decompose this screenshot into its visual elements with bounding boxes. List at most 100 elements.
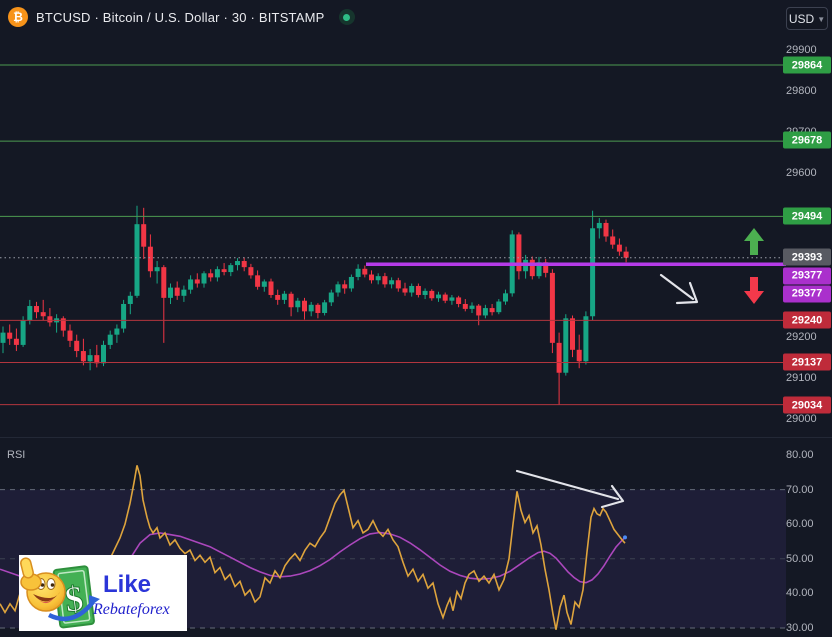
candle-body [422,290,428,295]
candle-body [168,287,173,298]
candle-body [355,268,361,277]
candle-body [201,273,207,284]
candle-body [241,261,247,268]
candle-body [114,328,120,335]
candle-body [221,269,227,273]
logo-rebateforex-text: Rebateforex [93,601,170,618]
candle-body [181,289,187,296]
candle-body [147,246,153,272]
candle-body [208,273,214,278]
candle-body [80,351,86,362]
candle-body [348,276,354,289]
market-open-dot [343,13,351,21]
candle-body [161,267,167,298]
candle-body [389,280,395,285]
candle-body [369,274,374,281]
price-pane-canvas[interactable] [0,0,786,437]
candle-body [603,222,609,237]
candle-body [429,290,435,299]
rsi-trend-arrow-drawing[interactable] [515,469,620,501]
candle-body [255,275,261,287]
candle-body [34,306,39,313]
candle-body [7,332,13,339]
axis-tick-label: 29100 [786,371,817,384]
candle-body [469,305,475,309]
candle-body [40,312,46,317]
candle-body [308,304,314,312]
axis-tick-label: 80.00 [786,449,814,461]
price-badge: 29393 [783,248,831,266]
candle-body [101,344,106,364]
candle-body [462,303,468,309]
trend-arrow-drawing[interactable] [659,273,695,301]
candle-body [268,281,274,295]
candle-body [596,222,602,229]
axis-tick-label: 29900 [786,44,817,57]
candle-body [342,284,348,289]
candle-body [302,300,307,312]
candle-body [563,318,569,373]
candle-body [134,224,140,296]
up-arrow-sticker[interactable] [744,228,764,255]
candle-body [415,285,421,295]
candle-body [127,295,133,304]
candle-body [94,355,100,364]
axis-tick-label: 29600 [786,167,817,180]
candle-body [543,262,549,273]
pane-divider[interactable] [0,437,832,438]
candle-body [590,228,596,317]
axis-tick-label: 29800 [786,85,817,98]
candle-body [616,244,622,252]
candle-body [174,287,180,296]
candle-body [436,294,441,299]
price-levels-layer[interactable] [0,64,786,406]
candle-body [322,302,328,313]
symbol-title[interactable]: BTCUSD · Bitcoin / U.S. Dollar · 30 · BI… [36,9,325,25]
price-badge: 29377 [783,267,831,284]
candle-body [362,268,368,275]
candle-body [107,334,113,345]
candle-body [489,308,495,313]
svg-text:$: $ [63,578,86,620]
axis-tick-label: 29200 [786,330,817,343]
market-status-icon [338,9,355,25]
axis-tick-label: 40.00 [786,587,814,600]
candle-body [281,293,287,300]
candle-body [335,284,341,293]
candle-body [476,305,482,316]
candle-body [74,340,80,352]
candle-body [154,267,160,272]
axis-tick-label: 50.00 [786,552,814,565]
currency-label: USD [788,11,815,26]
candle-body [261,281,267,287]
currency-selector[interactable]: USD ▼ [786,7,828,30]
candle-body [0,332,6,343]
trend-arrow-drawing-head [675,281,699,305]
candle-body [235,261,240,266]
candle-body [214,269,220,278]
rsi-line [0,465,626,630]
candle-body [60,318,66,331]
price-axis[interactable]: 2990029800297002960029200291002900080.00… [783,0,832,637]
candle-body [610,236,616,245]
price-badge: 29034 [783,396,831,414]
price-badge: 29678 [783,131,831,149]
candles-layer[interactable] [0,205,629,405]
rsi-ma-line [0,531,626,588]
candle-body [409,285,415,293]
watermark-logo: $ Like Rebateforex [19,555,187,631]
candle-body [194,279,200,284]
candle-body [583,316,589,362]
candle-body [13,338,19,345]
candle-body [456,297,462,304]
candle-body [516,234,522,272]
price-badge: 29377 [783,285,831,302]
candle-body [496,301,502,313]
candle-body [87,355,93,362]
candle-body [188,279,194,290]
down-arrow-sticker[interactable] [744,277,764,304]
candle-body [275,294,281,300]
axis-tick-label: 29000 [786,412,817,425]
candle-body [570,318,575,350]
chevron-down-icon: ▼ [817,14,826,24]
